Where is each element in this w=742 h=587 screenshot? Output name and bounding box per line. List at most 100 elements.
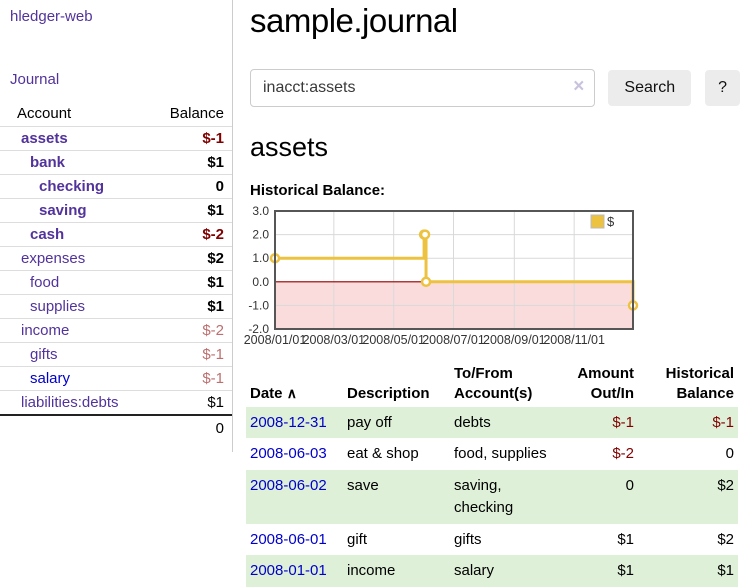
column-header-description: Description xyxy=(343,362,450,407)
svg-text:0.0: 0.0 xyxy=(252,275,269,289)
register-header-row: Date ∧ Description To/From Account(s) Am… xyxy=(246,362,738,407)
account-row: gifts $-1 xyxy=(0,343,232,367)
account-row: expenses $2 xyxy=(0,247,232,271)
account-balance: $1 xyxy=(152,199,232,223)
account-link-liabilities-debts[interactable]: liabilities:debts xyxy=(21,394,119,411)
accounts-table-header: Account Balance xyxy=(0,101,232,127)
account-link-income[interactable]: income xyxy=(21,322,69,339)
svg-text:2008/09/01: 2008/09/01 xyxy=(483,333,546,347)
clear-search-icon[interactable]: × xyxy=(573,76,584,99)
account-link-checking[interactable]: checking xyxy=(39,178,104,195)
search-input[interactable] xyxy=(250,69,595,107)
svg-text:2008/03/01: 2008/03/01 xyxy=(303,333,366,347)
search-help-button[interactable]: ? xyxy=(705,70,740,106)
account-balance: 0 xyxy=(152,175,232,199)
account-link-supplies[interactable]: supplies xyxy=(30,298,85,315)
transaction-balance: $1 xyxy=(638,555,738,587)
account-column-header: Account xyxy=(0,101,152,127)
account-row: supplies $1 xyxy=(0,295,232,319)
transaction-balance: $2 xyxy=(638,470,738,524)
transaction-accounts: food, supplies xyxy=(450,438,562,470)
account-balance: $-1 xyxy=(152,343,232,367)
transaction-date-link[interactable]: 2008-12-31 xyxy=(250,414,327,431)
transaction-date-link[interactable]: 2008-06-02 xyxy=(250,477,327,494)
accounts-table: Account Balance assets $-1 bank $1 check… xyxy=(0,101,232,441)
sort-asc-icon: ∧ xyxy=(287,385,297,401)
transaction-description: gift xyxy=(343,524,450,556)
sidebar: hledger-web Journal Account Balance asse… xyxy=(0,0,233,452)
svg-text:2008/01/01: 2008/01/01 xyxy=(244,333,307,347)
svg-text:2008/07/01: 2008/07/01 xyxy=(422,333,485,347)
transaction-balance: $-1 xyxy=(638,407,738,439)
register-table: Date ∧ Description To/From Account(s) Am… xyxy=(246,362,738,587)
account-balance: $1 xyxy=(152,295,232,319)
search-form: × Search ? xyxy=(250,69,740,107)
balance-column-header: Balance xyxy=(152,101,232,127)
main-content: sample.journal × Search ? assets Histori… xyxy=(250,0,740,587)
transaction-balance: $2 xyxy=(638,524,738,556)
account-row: salary $-1 xyxy=(0,367,232,391)
transaction-description: income xyxy=(343,555,450,587)
transaction-description: eat & shop xyxy=(343,438,450,470)
svg-text:2008/11/01: 2008/11/01 xyxy=(543,333,605,347)
account-balance: $-1 xyxy=(152,127,232,151)
account-balance: $-2 xyxy=(152,223,232,247)
account-link-saving[interactable]: saving xyxy=(39,202,87,219)
account-link-cash[interactable]: cash xyxy=(30,226,64,243)
accounts-total-balance: 0 xyxy=(152,415,232,441)
svg-text:3.0: 3.0 xyxy=(252,204,269,218)
historical-balance-chart: 3.02.01.00.0-1.0-2.02008/01/012008/03/01… xyxy=(240,206,740,352)
account-balance: $-2 xyxy=(152,319,232,343)
svg-text:2008/05/01: 2008/05/01 xyxy=(362,333,425,347)
account-link-salary[interactable]: salary xyxy=(30,370,70,387)
register-row: 2008-06-02 save saving, checking 0 $2 xyxy=(246,470,738,524)
transaction-date-link[interactable]: 2008-06-03 xyxy=(250,445,327,462)
transaction-amount: $-1 xyxy=(562,407,638,439)
transaction-description: save xyxy=(343,470,450,524)
transaction-description: pay off xyxy=(343,407,450,439)
transaction-date-link[interactable]: 2008-06-01 xyxy=(250,531,327,548)
app-title-link[interactable]: hledger-web xyxy=(0,8,232,25)
account-row: saving $1 xyxy=(0,199,232,223)
column-header-amount: Amount Out/In xyxy=(562,362,638,407)
svg-text:2.0: 2.0 xyxy=(252,228,269,242)
search-button[interactable]: Search xyxy=(608,70,691,106)
account-balance: $2 xyxy=(152,247,232,271)
account-row: food $1 xyxy=(0,271,232,295)
register-row: 2008-12-31 pay off debts $-1 $-1 xyxy=(246,407,738,439)
transaction-accounts: gifts xyxy=(450,524,562,556)
register-row: 2008-01-01 income salary $1 $1 xyxy=(246,555,738,587)
account-link-bank[interactable]: bank xyxy=(30,154,65,171)
transaction-accounts: saving, checking xyxy=(450,470,562,524)
account-balance: $1 xyxy=(152,391,232,416)
page-title: sample.journal xyxy=(250,2,740,40)
transaction-amount: $-2 xyxy=(562,438,638,470)
transaction-date-link[interactable]: 2008-01-01 xyxy=(250,562,327,579)
account-link-gifts[interactable]: gifts xyxy=(30,346,58,363)
account-row: assets $-1 xyxy=(0,127,232,151)
transaction-balance: 0 xyxy=(638,438,738,470)
transaction-amount: $1 xyxy=(562,555,638,587)
account-row: cash $-2 xyxy=(0,223,232,247)
column-header-balance: Historical Balance xyxy=(638,362,738,407)
account-link-expenses[interactable]: expenses xyxy=(21,250,85,267)
svg-text:-1.0: -1.0 xyxy=(248,298,269,312)
account-link-food[interactable]: food xyxy=(30,274,59,291)
chart-title: Historical Balance: xyxy=(250,182,740,199)
column-header-date[interactable]: Date ∧ xyxy=(246,362,343,407)
transaction-accounts: salary xyxy=(450,555,562,587)
register-row: 2008-06-03 eat & shop food, supplies $-2… xyxy=(246,438,738,470)
account-row: income $-2 xyxy=(0,319,232,343)
svg-text:1.0: 1.0 xyxy=(252,251,269,265)
account-balance: $1 xyxy=(152,271,232,295)
transaction-amount: 0 xyxy=(562,470,638,524)
transaction-amount: $1 xyxy=(562,524,638,556)
account-balance: $1 xyxy=(152,151,232,175)
account-heading: assets xyxy=(250,132,740,163)
register-row: 2008-06-01 gift gifts $1 $2 xyxy=(246,524,738,556)
column-header-accounts: To/From Account(s) xyxy=(450,362,562,407)
sidebar-item-journal[interactable]: Journal xyxy=(0,71,232,88)
transaction-accounts: debts xyxy=(450,407,562,439)
svg-text:$: $ xyxy=(607,214,615,229)
account-link-assets[interactable]: assets xyxy=(21,130,68,147)
